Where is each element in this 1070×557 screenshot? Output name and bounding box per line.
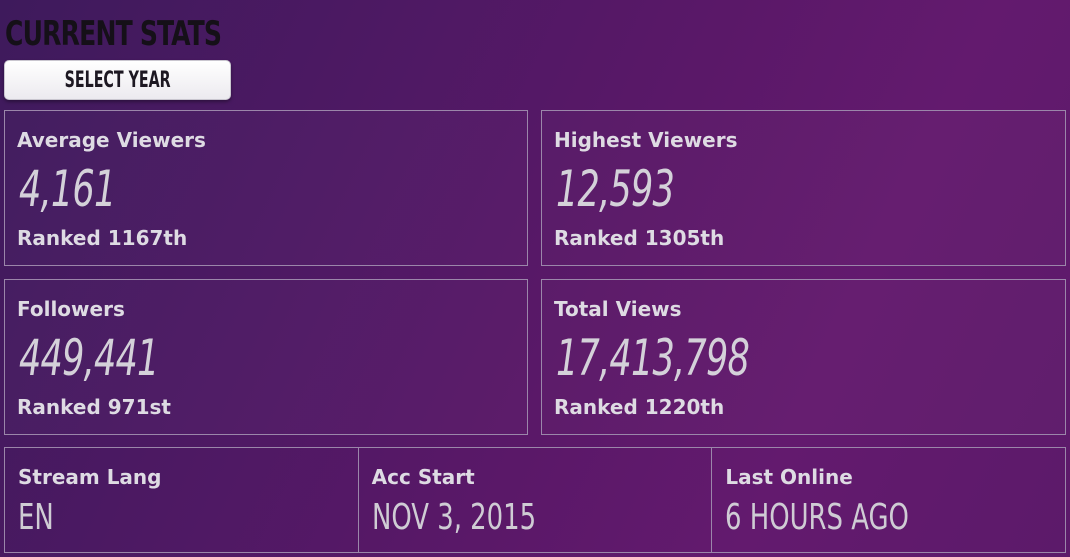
stat-label: Followers — [17, 297, 125, 321]
stat-label: Highest Viewers — [554, 128, 738, 152]
select-year-button[interactable]: SELECT YEAR — [4, 60, 231, 100]
stat-card-total-views: Total Views 17,413,798 Ranked 1220th — [541, 279, 1066, 435]
stat-label: Total Views — [554, 297, 682, 321]
stat-value: 12,593 — [556, 160, 675, 218]
stat-card-followers: Followers 449,441 Ranked 971st — [4, 279, 528, 435]
page-title: CURRENT STATS — [5, 14, 222, 54]
info-label: Last Online — [725, 465, 853, 489]
stat-value: 449,441 — [19, 329, 159, 387]
info-value: NOV 3, 2015 — [371, 497, 536, 538]
stat-rank: Ranked 1220th — [554, 395, 725, 419]
stat-value: 17,413,798 — [556, 329, 750, 387]
info-cell-acc-start: Acc Start NOV 3, 2015 — [357, 448, 712, 552]
info-value: EN — [18, 497, 54, 538]
info-value: 6 HOURS AGO — [725, 497, 910, 538]
select-year-label: SELECT YEAR — [64, 67, 171, 93]
info-label: Acc Start — [371, 465, 475, 489]
stat-value: 4,161 — [19, 160, 116, 218]
stat-rank: Ranked 1167th — [17, 226, 188, 250]
info-cell-last-online: Last Online 6 HOURS AGO — [711, 448, 1065, 552]
stat-label: Average Viewers — [17, 128, 206, 152]
stat-rank: Ranked 971st — [17, 395, 171, 419]
info-row: Stream Lang EN Acc Start NOV 3, 2015 Las… — [4, 447, 1066, 553]
stat-card-highest-viewers: Highest Viewers 12,593 Ranked 1305th — [541, 110, 1066, 266]
info-label: Stream Lang — [18, 465, 162, 489]
info-cell-stream-lang: Stream Lang EN — [5, 448, 358, 552]
stat-card-average-viewers: Average Viewers 4,161 Ranked 1167th — [4, 110, 528, 266]
stat-rank: Ranked 1305th — [554, 226, 725, 250]
